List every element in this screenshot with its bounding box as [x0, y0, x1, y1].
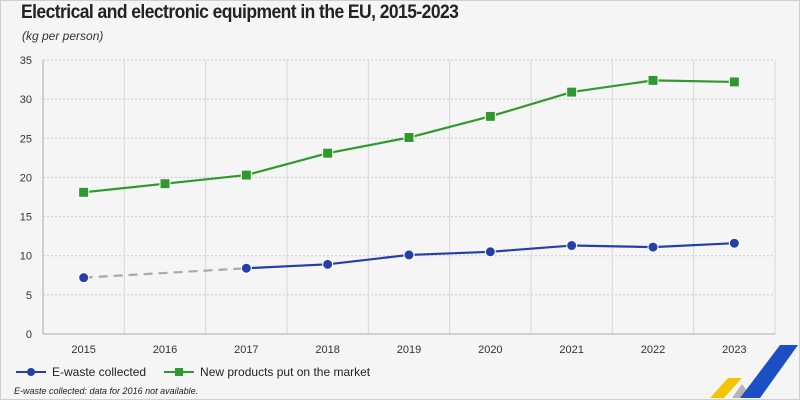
series-line-segment	[246, 152, 328, 177]
x-tick-label: 2020	[478, 344, 502, 356]
missing-data-dashed-line	[83, 267, 247, 279]
series-line-segment	[164, 173, 247, 185]
data-point-circle	[566, 240, 578, 252]
series-line-segment	[246, 263, 328, 270]
data-point-circle	[403, 249, 415, 261]
data-point-circle	[240, 262, 252, 274]
x-tick-label: 2019	[397, 344, 421, 356]
legend-label: E-waste collected	[52, 365, 147, 379]
data-point-square	[159, 178, 171, 190]
y-tick-label: 20	[20, 172, 32, 184]
data-point-square	[240, 169, 252, 181]
footnote: E-waste collected: data for 2016 not ava…	[14, 386, 199, 396]
chart-title: Electrical and electronic equipment in t…	[21, 2, 459, 23]
data-point-circle	[728, 237, 740, 249]
series-line-segment	[327, 136, 410, 155]
data-point-square	[647, 74, 659, 86]
data-point-square	[78, 186, 90, 198]
series-line-segment	[408, 115, 491, 139]
data-point-square	[322, 147, 334, 159]
legend-item-e-waste: E-waste collected	[16, 365, 146, 379]
series-line-segment	[408, 250, 491, 257]
x-tick-label: 2022	[641, 344, 665, 356]
series-line-segment	[652, 242, 735, 249]
x-tick-label: 2023	[722, 344, 746, 356]
x-tick-label: 2021	[559, 344, 583, 356]
series-line-segment	[83, 182, 166, 194]
series-line-segment	[490, 244, 572, 253]
series-line-segment	[571, 79, 654, 94]
y-tick-label: 30	[20, 94, 32, 106]
y-tick-label: 15	[20, 212, 32, 224]
legend-item-new-products: New products put on the market	[164, 365, 370, 379]
series-line-segment	[327, 253, 410, 266]
y-tick-label: 0	[26, 329, 32, 341]
y-tick-label: 35	[20, 55, 32, 67]
y-tick-label: 25	[20, 133, 32, 145]
data-point-square	[728, 76, 740, 88]
series-line-segment	[571, 244, 654, 249]
x-tick-label: 2015	[71, 344, 95, 356]
legend-circle-marker-icon	[16, 368, 46, 376]
x-tick-label: 2016	[153, 344, 177, 356]
legend: E-waste collected New products put on th…	[16, 365, 370, 379]
data-point-circle	[647, 241, 659, 253]
series-line-segment	[652, 79, 735, 84]
legend-label: New products put on the market	[200, 365, 371, 379]
data-point-circle	[78, 272, 90, 284]
series-line-segment	[490, 91, 572, 118]
legend-square-marker-icon	[164, 368, 195, 376]
x-tick-label: 2018	[315, 344, 339, 356]
data-point-square	[566, 86, 578, 98]
x-tick-label: 2017	[234, 344, 258, 356]
data-point-circle	[484, 246, 496, 258]
chart-subtitle: (kg per person)	[22, 29, 104, 43]
eurostat-logo-icon	[710, 345, 798, 398]
y-tick-label: 5	[26, 290, 32, 302]
data-point-square	[403, 132, 415, 144]
data-point-circle	[322, 258, 334, 270]
data-point-square	[484, 110, 496, 122]
y-tick-label: 10	[20, 251, 32, 263]
